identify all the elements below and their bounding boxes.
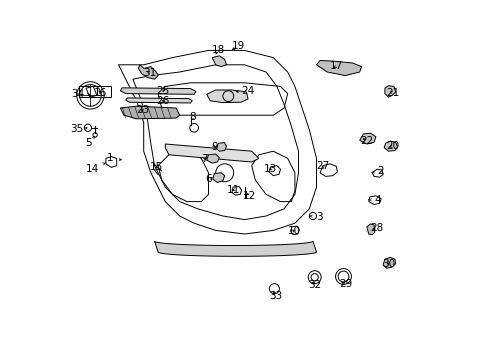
Polygon shape: [206, 154, 219, 163]
Polygon shape: [154, 241, 316, 256]
Text: 1: 1: [107, 153, 121, 163]
Polygon shape: [120, 106, 179, 119]
Text: 20: 20: [386, 141, 399, 151]
Text: 2: 2: [371, 166, 384, 176]
Text: 5: 5: [85, 136, 94, 148]
Polygon shape: [366, 224, 374, 235]
Text: 15: 15: [150, 162, 163, 172]
Text: 14: 14: [85, 163, 105, 174]
Text: 27: 27: [316, 161, 329, 171]
Polygon shape: [206, 90, 247, 103]
Text: 7: 7: [201, 154, 207, 164]
Polygon shape: [384, 86, 395, 97]
Text: 11: 11: [227, 185, 240, 195]
Text: 9: 9: [211, 142, 218, 152]
Text: 8: 8: [189, 112, 196, 122]
Polygon shape: [165, 144, 258, 162]
Text: 17: 17: [329, 60, 343, 71]
Text: 21: 21: [386, 88, 399, 98]
Text: 10: 10: [287, 226, 300, 236]
Polygon shape: [120, 88, 196, 94]
Text: 18: 18: [211, 45, 224, 55]
Text: 23: 23: [136, 105, 149, 115]
Text: 22: 22: [360, 136, 373, 146]
Text: 32: 32: [308, 280, 321, 290]
Text: 6: 6: [205, 174, 212, 184]
Text: 31: 31: [142, 68, 156, 78]
Text: 12: 12: [242, 191, 255, 201]
Text: 28: 28: [369, 222, 382, 233]
Polygon shape: [382, 257, 395, 268]
Text: 26: 26: [156, 96, 169, 106]
Polygon shape: [384, 141, 397, 151]
Polygon shape: [359, 133, 375, 144]
Text: 3: 3: [309, 212, 322, 222]
Polygon shape: [125, 98, 192, 103]
Polygon shape: [215, 143, 226, 151]
Polygon shape: [138, 65, 158, 79]
Polygon shape: [316, 60, 361, 76]
Text: 34: 34: [71, 89, 90, 99]
Text: 19: 19: [231, 41, 244, 51]
Text: 30: 30: [381, 258, 394, 269]
Text: 25: 25: [156, 86, 169, 96]
Text: 13: 13: [264, 164, 277, 174]
Text: 33: 33: [268, 291, 282, 301]
Text: 16: 16: [94, 88, 107, 98]
Text: 4: 4: [368, 195, 381, 205]
Text: 29: 29: [338, 279, 351, 289]
Text: 35: 35: [70, 124, 87, 134]
Polygon shape: [212, 173, 224, 183]
Polygon shape: [212, 56, 226, 67]
Text: 24: 24: [236, 86, 254, 96]
